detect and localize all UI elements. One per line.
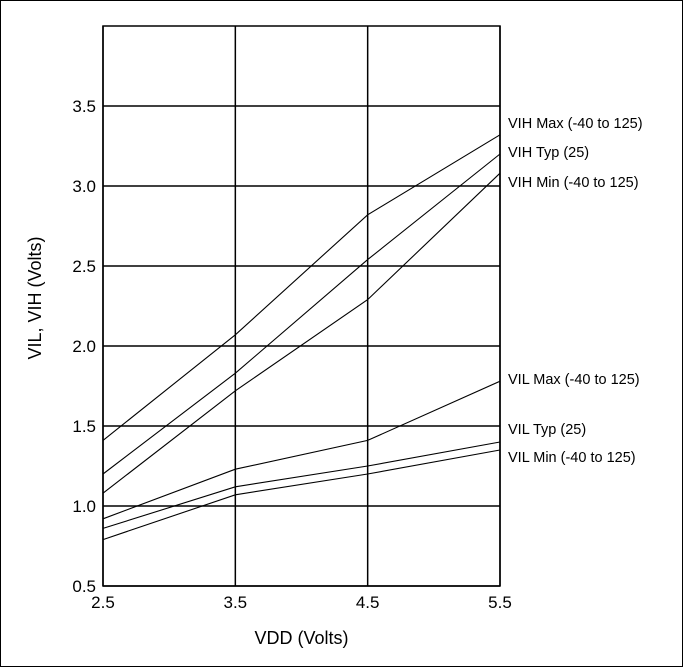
series-line — [102, 172, 501, 494]
x-tick-label: 2.5 — [91, 593, 115, 612]
x-tick-label: 4.5 — [356, 593, 380, 612]
y-tick-label: 2.0 — [72, 337, 96, 356]
series-label: VIH Max (-40 to 125) — [508, 116, 643, 132]
series-label: VIL Min (-40 to 125) — [508, 450, 636, 466]
series-label: VIH Typ (25) — [508, 145, 589, 161]
y-tick-label: 2.5 — [72, 257, 96, 276]
y-tick-label: 3.5 — [72, 97, 96, 116]
series-line — [102, 153, 501, 475]
series-label-layer: VIH Max (-40 to 125) VIH Typ (25) VIH Min … — [508, 116, 643, 466]
series-line — [102, 134, 501, 441]
y-tick-label: 3.0 — [72, 177, 96, 196]
series-line — [102, 380, 501, 520]
y-tick-label: 1.5 — [72, 417, 96, 436]
plot-area-border — [102, 25, 501, 587]
series-label: VIH Min (-40 to 125) — [508, 175, 639, 191]
tick-layer: 2.5 3.5 4.5 5.5 0.5 1.0 1.5 2.0 2.5 3.0 3.5 — [72, 97, 511, 612]
y-tick-label: 0.5 — [72, 577, 96, 596]
series-line — [102, 441, 501, 529]
y-axis-title: VIL, VIH (Volts) — [25, 236, 45, 359]
series-layer — [102, 134, 501, 541]
x-axis-title: VDD (Volts) — [254, 628, 348, 648]
grid-layer — [102, 26, 501, 587]
x-tick-label: 5.5 — [488, 593, 512, 612]
series-label: VIL Max (-40 to 125) — [508, 372, 640, 388]
x-tick-label: 3.5 — [224, 593, 248, 612]
series-label: VIL Typ (25) — [508, 422, 586, 438]
y-tick-label: 1.0 — [72, 497, 96, 516]
series-line — [102, 449, 501, 541]
